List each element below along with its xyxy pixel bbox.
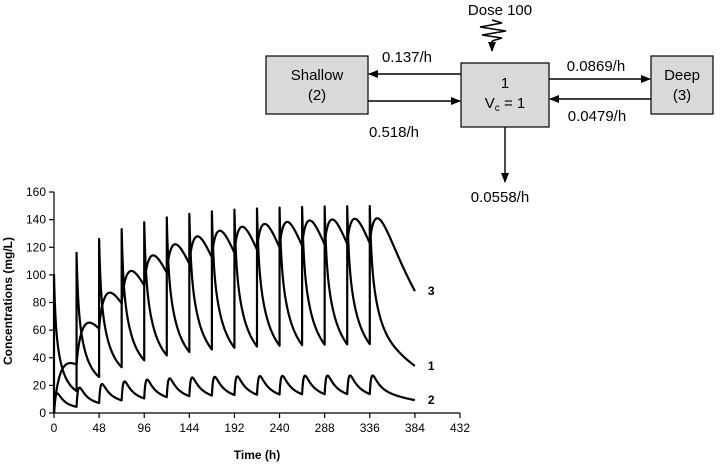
x-tick-label: 96 (138, 421, 152, 435)
x-axis-title: Time (h) (234, 448, 280, 462)
x-tick-label: 48 (92, 421, 106, 435)
series-line-2 (52, 374, 416, 414)
y-tick-label: 80 (33, 296, 47, 310)
x-tick-label: 0 (51, 421, 58, 435)
vc-subscript: c (495, 103, 500, 114)
vc-value: = 1 (500, 95, 525, 112)
x-tick-label: 384 (405, 421, 425, 435)
deep-compartment-box (650, 55, 714, 115)
deep-to-central-rate: 0.0479/h (568, 108, 626, 125)
y-tick-label: 40 (33, 351, 47, 365)
x-tick-label: 240 (270, 421, 290, 435)
x-tick-label: 288 (315, 421, 335, 435)
x-tick-label: 432 (450, 421, 470, 435)
central-volume-label: Vc = 1 (485, 95, 525, 114)
concentration-chart: 1 2 3 0 48 96 144 192 240 288 336 384 432 0 20 40 60 80 1… (1, 185, 470, 462)
series-label-1: 1 (428, 359, 435, 373)
x-tick-label: 144 (179, 421, 199, 435)
y-tick-label: 100 (26, 268, 46, 282)
ticks-layer: 0 48 96 144 192 240 288 336 384 43202040608010012… (26, 185, 470, 435)
x-tick-label: 192 (224, 421, 244, 435)
y-tick-label: 120 (26, 240, 46, 254)
y-tick-label: 140 (26, 213, 46, 227)
y-axis-title: Concentrations (mg/L) (1, 237, 15, 365)
deep-compartment-label: Deep (664, 67, 700, 84)
elimination-rate: 0.0558/h (471, 189, 529, 206)
y-tick-label: 20 (33, 378, 47, 392)
series-label-3: 3 (428, 284, 435, 298)
vc-symbol: V (485, 95, 495, 112)
y-tick-label: 60 (33, 323, 47, 337)
series-line-3 (52, 217, 416, 414)
compartment-diagram: Dose 100 Shallow (2) 1 Vc = 1 Deep (3) 0… (265, 2, 714, 206)
series-line-1 (52, 204, 416, 413)
deep-compartment-number: (3) (673, 87, 691, 104)
y-tick-label: 160 (26, 185, 46, 199)
shallow-compartment-label: Shallow (291, 67, 344, 84)
shallow-to-central-rate: 0.518/h (369, 124, 419, 141)
series-layer: 1 2 3 (52, 204, 435, 414)
central-to-deep-rate: 0.0869/h (567, 58, 625, 75)
x-tick-label: 336 (360, 421, 380, 435)
central-compartment-label: 1 (501, 75, 509, 92)
dose-zigzag-icon (479, 19, 507, 42)
shallow-compartment-box (265, 55, 369, 115)
dose-label: Dose 100 (468, 2, 532, 19)
y-tick-label: 0 (39, 406, 46, 420)
series-label-2: 2 (428, 393, 435, 407)
central-to-shallow-rate: 0.137/h (382, 49, 432, 66)
shallow-compartment-number: (2) (308, 87, 326, 104)
